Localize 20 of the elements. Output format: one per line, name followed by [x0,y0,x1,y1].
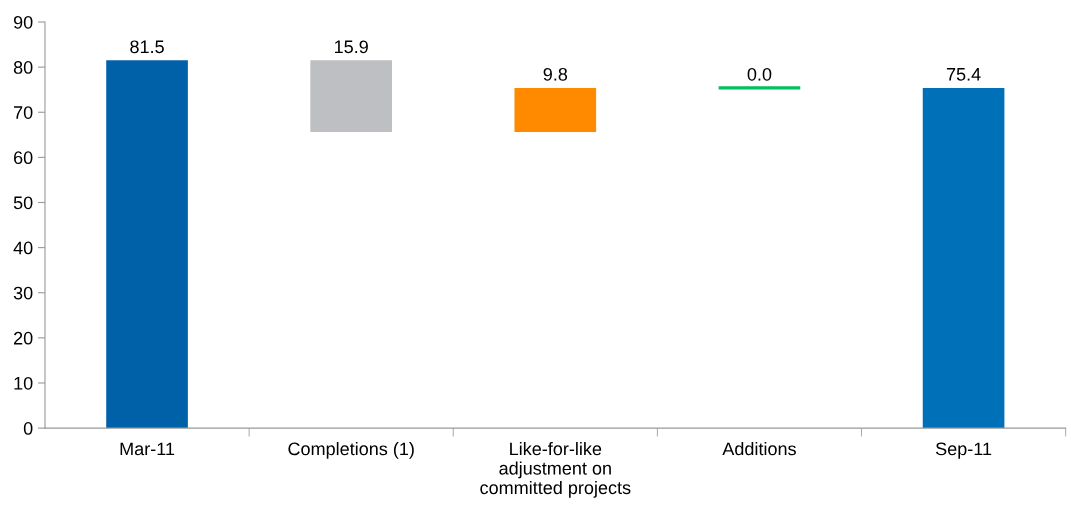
y-tick-label: 40 [13,241,33,255]
x-tick-label: Completions (1) [288,442,414,459]
x-tick-label: Like-for-like adjustment on committed projects [480,442,631,498]
x-tick-label: Additions [722,442,796,456]
x-tick-label: Sep-11 [935,442,992,459]
x-tick-label: Mar-11 [120,442,175,456]
y-tick-label: 30 [13,286,33,300]
y-tick-label: 0 [23,422,33,435]
y-tick-label: 60 [14,151,33,165]
data-label: 75.4 [946,68,981,81]
y-tick-label: 20 [14,331,33,345]
data-label: 15.9 [334,40,368,54]
y-tick-label: 70 [14,106,33,119]
y-tick-label: 10 [14,376,33,390]
y-tick-label: 80 [13,61,33,74]
data-label: 0.0 [747,67,772,81]
y-tick-label: 90 [13,15,33,29]
data-label: 9.8 [543,67,568,81]
y-tick-label: 50 [13,196,33,210]
data-label: 81.5 [130,40,164,54]
